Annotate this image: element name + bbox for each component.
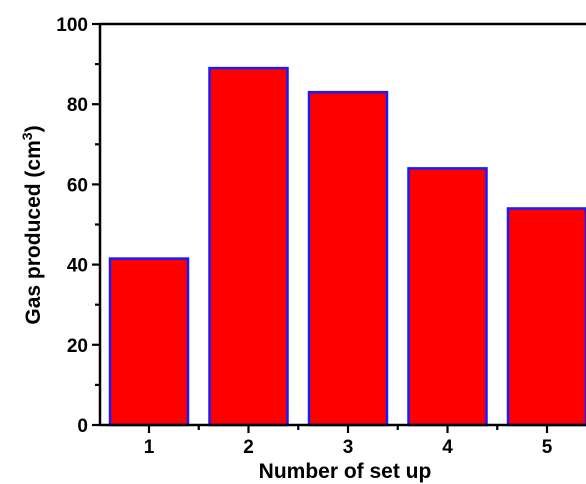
bar-4 (407, 167, 488, 427)
y-ticks-group: 0 20 40 60 80 100 (56, 15, 100, 437)
bar-1 (108, 257, 190, 427)
x-tick-label-1: 1 (144, 437, 155, 458)
x-tick-label-2: 2 (243, 437, 254, 458)
x-axis-title: Number of set up (259, 460, 432, 483)
x-tick-label-4: 4 (442, 437, 453, 458)
y-tick-label-80: 80 (67, 95, 88, 116)
x-tick-label-3: 3 (343, 437, 354, 458)
y-axis-title: Gas produced (cm3) (19, 125, 45, 324)
y-axis-title-superscript: 3 (19, 132, 35, 140)
bar-2 (208, 66, 289, 427)
y-tick-label-20: 20 (67, 336, 88, 357)
y-axis-title-main: Gas produced (cm (22, 140, 45, 324)
bar-3 (307, 90, 389, 427)
y-tick-label-0: 0 (77, 416, 88, 437)
y-tick-label-40: 40 (67, 256, 88, 277)
bars-group (108, 66, 586, 427)
x-ticks-group: 1 2 3 4 5 (144, 425, 553, 458)
bar-5 (506, 207, 586, 427)
y-axis-title-end: ) (22, 125, 45, 132)
x-tick-label-5: 5 (542, 437, 553, 458)
y-tick-label-60: 60 (67, 175, 88, 196)
y-tick-label-100: 100 (56, 15, 88, 36)
